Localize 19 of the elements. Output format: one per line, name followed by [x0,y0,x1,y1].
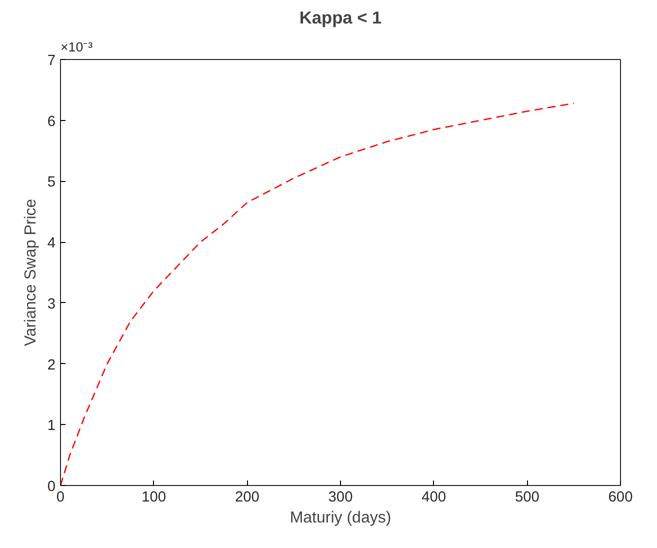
chart-title: Kappa < 1 [299,8,382,28]
y-tick-label: 3 [47,296,56,312]
x-tick-label: 100 [142,490,166,506]
x-tick-label: 600 [608,490,633,506]
x-tick-label: 200 [234,490,260,506]
y-tick-label: 0 [47,479,56,495]
y-tick-label: 2 [47,357,56,374]
y-tick-label: 1 [47,418,56,434]
y-axis-title: Variance Swap Price [22,198,40,346]
x-tick-label: 400 [422,490,446,506]
y-tick-label: 5 [47,174,56,191]
y-tick-label: 4 [47,236,56,252]
y-tick-label: 6 [47,114,56,130]
x-tick-label: 300 [328,490,353,506]
x-axis-title: Maturiy (days) [290,510,392,526]
y-tick-label: 7 [47,53,56,69]
text: ×10⁻³ [60,40,94,54]
x-tick-label: 500 [514,490,540,506]
line-series [60,102,574,486]
